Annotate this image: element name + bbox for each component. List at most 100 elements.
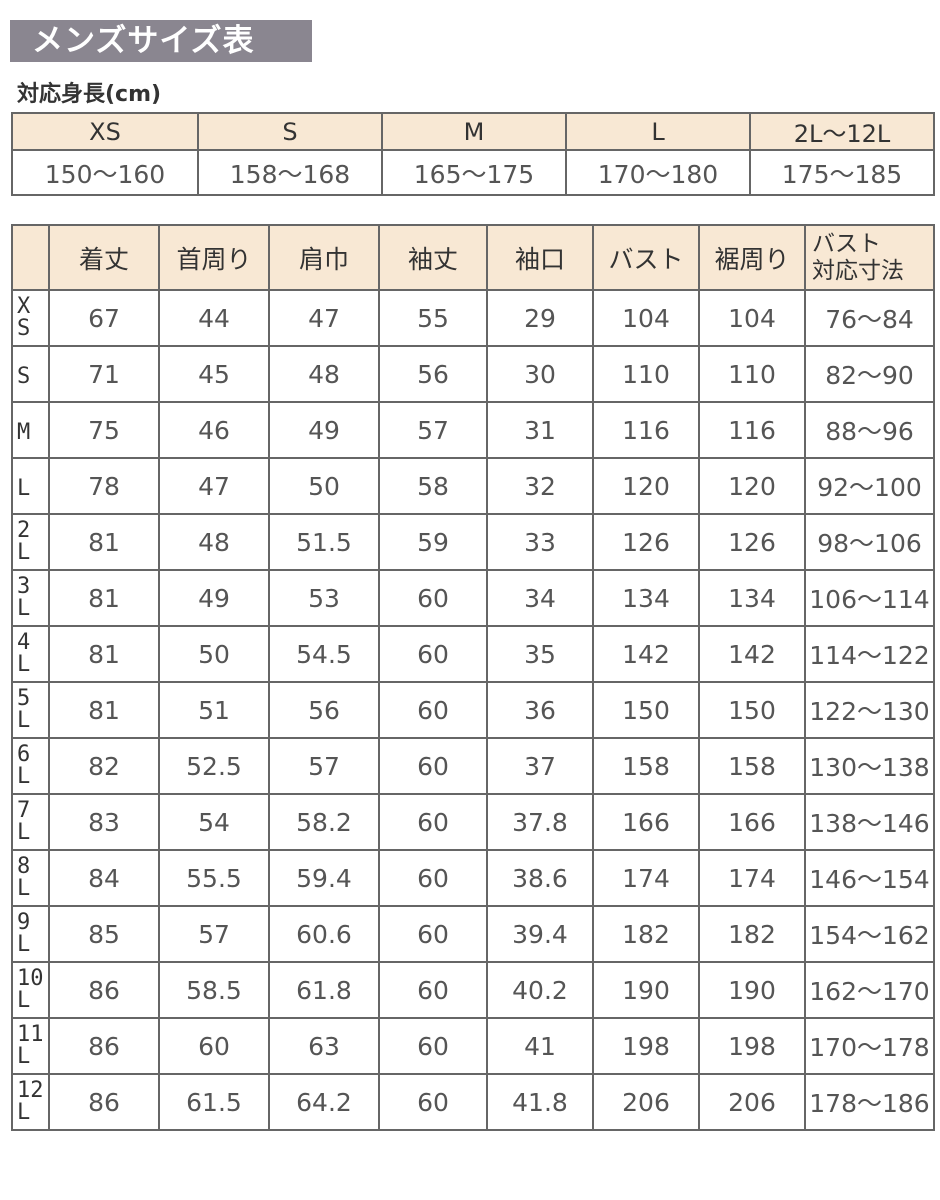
table-cell: 116 [698, 401, 806, 459]
size-label-cell: 10L [11, 961, 50, 1019]
table-cell: 81 [48, 569, 160, 627]
table-cell: 60 [378, 1073, 488, 1131]
table-cell: 83 [48, 793, 160, 851]
header-bust: バスト [592, 224, 700, 291]
table-cell: 32 [486, 457, 594, 515]
table-cell: 88〜96 [804, 401, 935, 459]
table-cell: 106〜114 [804, 569, 935, 627]
size-label: 3L [17, 573, 31, 621]
table-cell: 45 [158, 345, 270, 403]
table-cell: 110 [698, 345, 806, 403]
table-cell: 174 [698, 849, 806, 907]
table-cell: 58.5 [158, 961, 270, 1019]
size-label: XS [17, 293, 31, 341]
table-cell: 58 [378, 457, 488, 515]
table-cell: 57 [158, 905, 270, 963]
table-cell: 47 [268, 289, 380, 347]
height-section-label: 対応身長(cm) [17, 82, 162, 107]
size-label: 8L [17, 853, 31, 901]
table-cell: 39.4 [486, 905, 594, 963]
size-label: 6L [17, 741, 31, 789]
size-label-cell: 2L [11, 513, 50, 571]
table-row: M 75 46 49 57 31 116 116 88〜96 [11, 401, 935, 459]
table-cell: 75 [48, 401, 160, 459]
table-cell: 50 [268, 457, 380, 515]
table-cell: 49 [158, 569, 270, 627]
table-cell: 41.8 [486, 1073, 594, 1131]
table-cell: 40.2 [486, 961, 594, 1019]
table-cell: 60 [378, 625, 488, 683]
table-cell: 116 [592, 401, 700, 459]
table-cell: 51.5 [268, 513, 380, 571]
table-cell: 48 [158, 513, 270, 571]
table-row: 12L 86 61.5 64.2 60 41.8 206 206 178〜186 [11, 1073, 935, 1131]
size-label: 7L [17, 797, 31, 845]
table-row: 4L 81 50 54.5 60 35 142 142 114〜122 [11, 625, 935, 683]
page-title: メンズサイズ表 [10, 20, 312, 62]
table-cell: 54 [158, 793, 270, 851]
size-label: S [17, 363, 31, 389]
size-label: 10L [17, 965, 44, 1013]
table-cell: 37 [486, 737, 594, 795]
table-cell: 158 [592, 737, 700, 795]
table-cell: 134 [592, 569, 700, 627]
table-cell: 60 [378, 737, 488, 795]
table-cell: 98〜106 [804, 513, 935, 571]
table-cell: 150 [592, 681, 700, 739]
table-row: 2L 81 48 51.5 59 33 126 126 98〜106 [11, 513, 935, 571]
size-header: S [197, 112, 383, 151]
header-neck: 首周り [158, 224, 270, 291]
table-cell: 55 [378, 289, 488, 347]
table-row: 5L 81 51 56 60 36 150 150 122〜130 [11, 681, 935, 739]
table-cell: 29 [486, 289, 594, 347]
table-cell: 104 [592, 289, 700, 347]
header-shoulder: 肩巾 [268, 224, 380, 291]
table-row: 3L 81 49 53 60 34 134 134 106〜114 [11, 569, 935, 627]
size-label-cell: 9L [11, 905, 50, 963]
table-row: 10L 86 58.5 61.8 60 40.2 190 190 162〜170 [11, 961, 935, 1019]
size-header: M [381, 112, 567, 151]
table-cell: 206 [698, 1073, 806, 1131]
table-cell: 60 [378, 849, 488, 907]
table-cell: 49 [268, 401, 380, 459]
table-cell: 178〜186 [804, 1073, 935, 1131]
table-cell: 122〜130 [804, 681, 935, 739]
corner-cell [11, 224, 50, 291]
table-cell: 60 [378, 793, 488, 851]
table-cell: 60.6 [268, 905, 380, 963]
table-cell: 110 [592, 345, 700, 403]
table-cell: 71 [48, 345, 160, 403]
table-cell: 60 [378, 905, 488, 963]
size-label-cell: 4L [11, 625, 50, 683]
table-cell: 126 [698, 513, 806, 571]
table-cell: 86 [48, 1017, 160, 1075]
size-table-header-row: 着丈 首周り 肩巾 袖丈 袖口 バスト 裾周り バスト 対応寸法 [11, 224, 935, 291]
table-cell: 81 [48, 513, 160, 571]
table-cell: 190 [698, 961, 806, 1019]
table-cell: 81 [48, 625, 160, 683]
size-label-cell: 6L [11, 737, 50, 795]
table-cell: 44 [158, 289, 270, 347]
table-cell: 170〜178 [804, 1017, 935, 1075]
height-table-header-row: XS S M L 2L〜12L [11, 112, 935, 151]
table-row: 7L 83 54 58.2 60 37.8 166 166 138〜146 [11, 793, 935, 851]
size-label: 9L [17, 909, 31, 957]
table-cell: 53 [268, 569, 380, 627]
table-cell: 57 [378, 401, 488, 459]
table-row: L 78 47 50 58 32 120 120 92〜100 [11, 457, 935, 515]
table-cell: 82 [48, 737, 160, 795]
header-hem: 裾周り [698, 224, 806, 291]
table-cell: 130〜138 [804, 737, 935, 795]
table-cell: 142 [698, 625, 806, 683]
height-range: 175〜185 [749, 149, 935, 196]
size-label-cell: L [11, 457, 50, 515]
table-cell: 59 [378, 513, 488, 571]
table-cell: 58.2 [268, 793, 380, 851]
table-cell: 190 [592, 961, 700, 1019]
table-cell: 56 [378, 345, 488, 403]
table-cell: 114〜122 [804, 625, 935, 683]
header-sleeve-length: 袖丈 [378, 224, 488, 291]
height-range: 158〜168 [197, 149, 383, 196]
table-cell: 63 [268, 1017, 380, 1075]
size-label-cell: 11L [11, 1017, 50, 1075]
